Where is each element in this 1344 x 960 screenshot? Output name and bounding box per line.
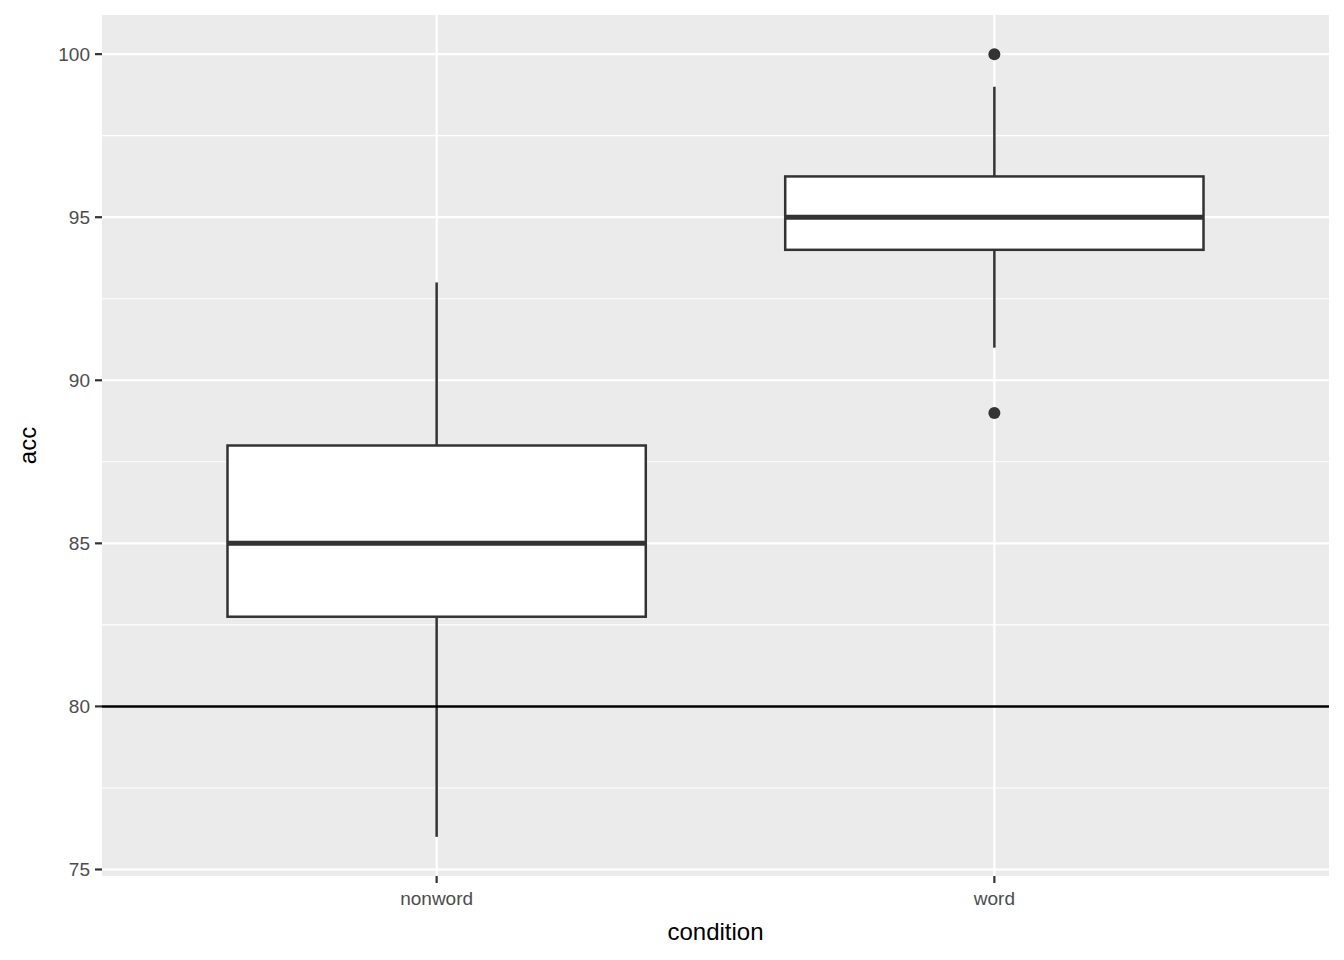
minor-grid-line	[102, 787, 1329, 788]
x-tick-label: word	[973, 888, 1015, 909]
x-tick	[993, 876, 995, 883]
x-axis-title: condition	[667, 918, 763, 945]
median	[227, 541, 645, 546]
y-tick-label: 95	[69, 207, 90, 228]
y-axis-title: acc	[14, 427, 41, 464]
y-tick	[95, 379, 102, 381]
minor-grid-line	[102, 624, 1329, 625]
y-tick	[95, 868, 102, 870]
y-tick-label: 85	[69, 533, 90, 554]
panel	[102, 15, 1329, 876]
marks	[102, 48, 1329, 837]
upper-whisker	[993, 87, 996, 177]
y-tick-label: 80	[69, 696, 90, 717]
y-tick	[95, 53, 102, 55]
box	[785, 176, 1203, 249]
y-tick	[95, 542, 102, 544]
x-tick-label: nonword	[400, 888, 473, 909]
lower-whisker	[435, 617, 438, 837]
y-tick	[95, 216, 102, 218]
grid-line	[102, 705, 1329, 707]
minor-grid-line	[102, 135, 1329, 136]
grid-line	[102, 216, 1329, 218]
x-tick	[436, 876, 438, 883]
chart: 75 80 85 90 95 100 nonword word condition acc	[0, 0, 1344, 960]
y-tick-label: 90	[69, 370, 90, 391]
y-tick-label: 100	[58, 44, 90, 65]
outlier	[988, 48, 1000, 60]
outlier	[988, 407, 1000, 419]
minor-grid-line	[102, 298, 1329, 299]
y-tick	[95, 705, 102, 707]
y-tick-label: 75	[69, 859, 90, 880]
reference-line	[102, 705, 1329, 708]
grid-line	[102, 379, 1329, 381]
lower-whisker	[993, 250, 996, 348]
upper-whisker	[435, 282, 438, 445]
grid-line	[102, 868, 1329, 870]
grid-line	[102, 542, 1329, 544]
x-grid-line	[993, 15, 995, 876]
grid-line	[102, 53, 1329, 55]
box	[227, 446, 645, 617]
median	[785, 215, 1203, 220]
